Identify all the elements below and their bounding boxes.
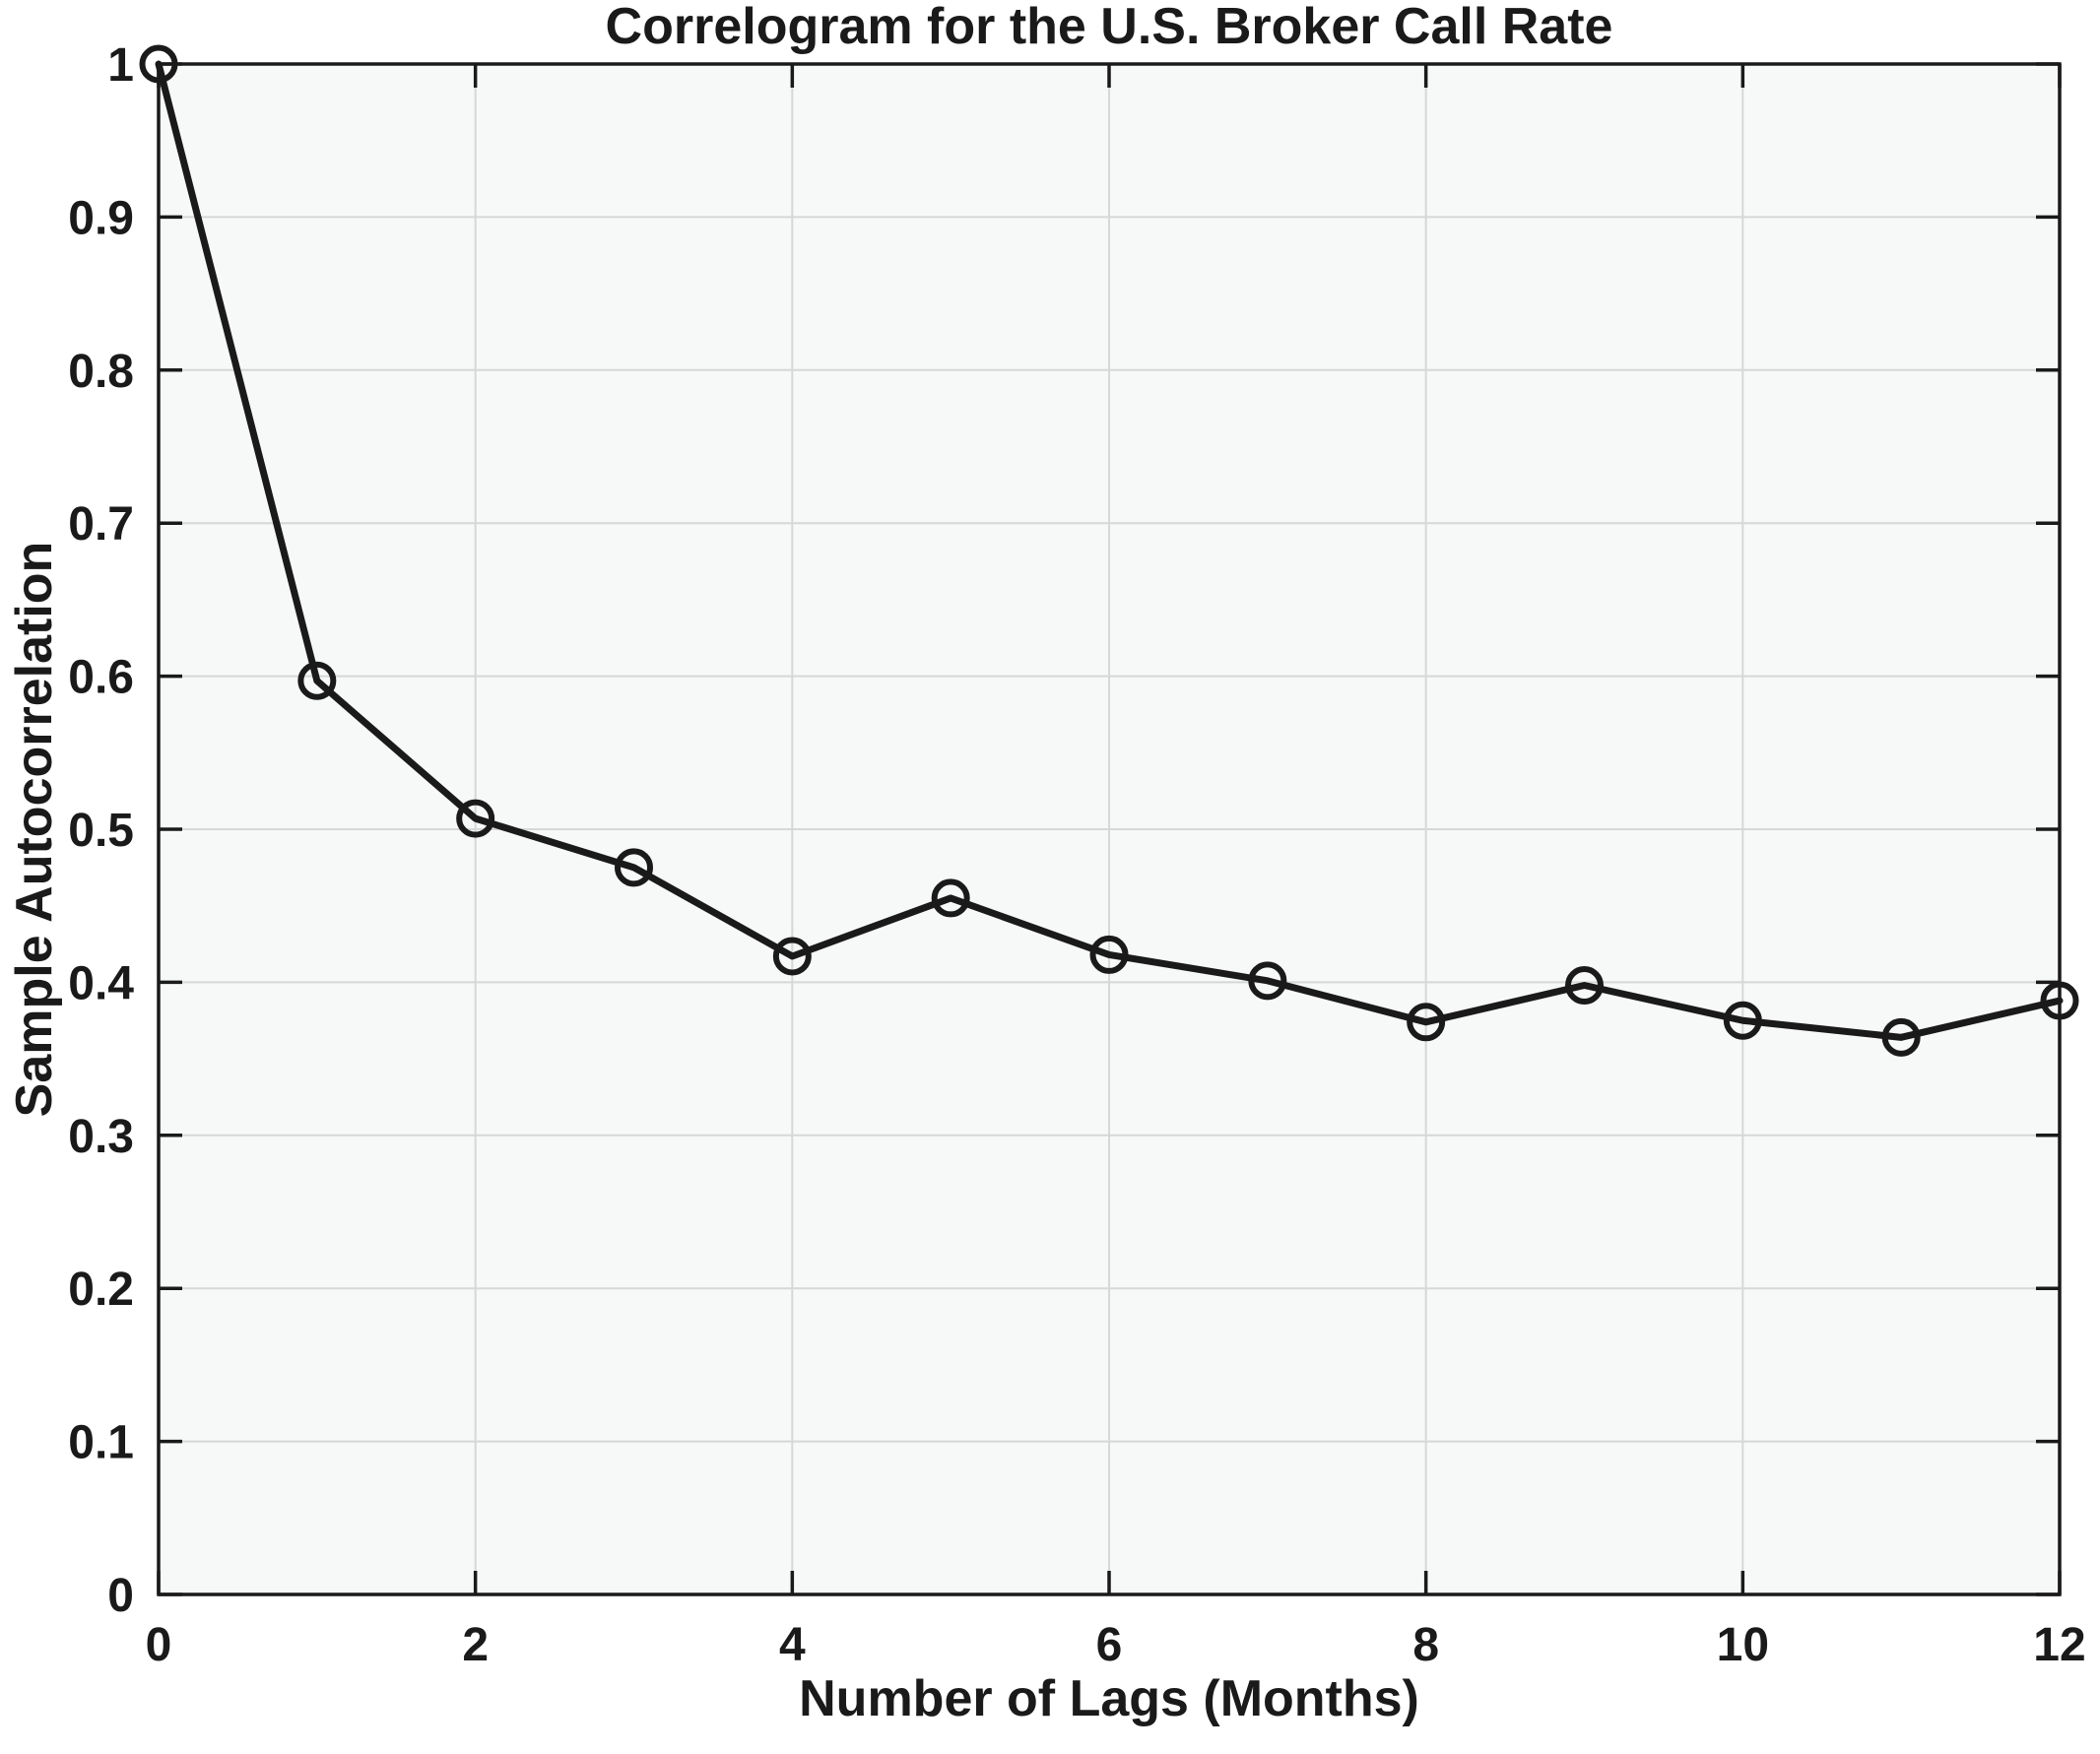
y-tick-label: 0.7	[68, 498, 134, 551]
y-tick-label: 0.1	[68, 1417, 134, 1469]
gridlines	[159, 64, 2060, 1594]
data-point-marker	[456, 799, 495, 838]
data-point-marker	[1248, 961, 1287, 1001]
y-tick-label: 0	[107, 1570, 134, 1622]
x-tick-label: 2	[462, 1619, 489, 1671]
y-tick-label: 0.8	[68, 346, 134, 398]
x-tick-label: 6	[1096, 1619, 1123, 1671]
tick-labels: 0 2 4 6 8 10 12 0 0.1 0.2 0.3 0.4 0.5 0.6 0.7 0.8 0.9 1	[68, 39, 2085, 1671]
x-axis-label: Number of Lags (Months)	[799, 1670, 1419, 1727]
data-point-marker	[615, 848, 653, 887]
data-point-marker	[297, 661, 337, 700]
data-point-marker	[772, 937, 812, 976]
data-point-marker	[1565, 966, 1604, 1006]
x-tick-label: 10	[1717, 1619, 1769, 1671]
x-tick-label: 4	[779, 1619, 806, 1671]
y-tick-label: 0.2	[68, 1264, 134, 1316]
data-point-marker	[1089, 935, 1129, 974]
axes-border	[157, 62, 2062, 1596]
y-tick-label: 0.4	[68, 957, 134, 1009]
chart-title: Correlogram for the U.S. Broker Call Rat…	[606, 0, 1613, 55]
data-point-marker	[1723, 1001, 1762, 1040]
x-tick-label: 12	[2033, 1619, 2085, 1671]
data-point-marker	[1881, 1017, 1921, 1057]
y-tick-label: 1	[107, 39, 134, 92]
y-tick-label: 0.9	[68, 192, 134, 244]
data-point-marker	[1407, 1003, 1446, 1042]
x-tick-label: 8	[1412, 1619, 1439, 1671]
data-point-marker	[931, 878, 970, 918]
y-tick-label: 0.3	[68, 1111, 134, 1163]
y-tick-label: 0.6	[68, 652, 134, 704]
y-tick-label: 0.5	[68, 805, 134, 857]
acf-line	[155, 60, 2064, 1041]
x-tick-label: 0	[146, 1619, 172, 1671]
y-axis-label: Sample Autocorrelation	[6, 542, 63, 1118]
